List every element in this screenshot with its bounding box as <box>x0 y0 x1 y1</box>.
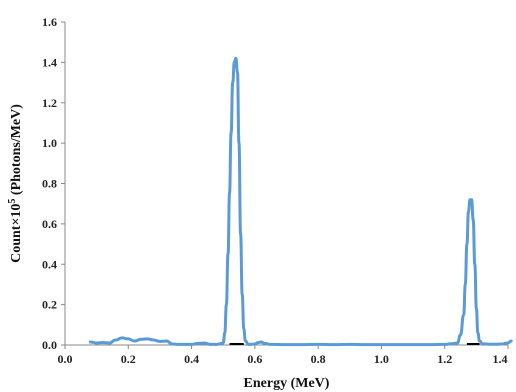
y-axis-title-main: Count×10 <box>9 204 24 263</box>
x-tick-label: 0.6 <box>247 352 262 366</box>
x-tick-label: 1.0 <box>374 352 389 366</box>
x-tick-label: 1.2 <box>437 352 452 366</box>
series-line <box>88 56 513 347</box>
y-axis-title: Count×105 (Photons/MeV) <box>7 104 24 263</box>
x-tick-label: 0.0 <box>58 352 73 366</box>
y-axis-ticks: 0.0 0.2 0.4 0.6 0.8 1.0 1.2 1.4 1.6 <box>42 15 65 352</box>
y-tick-label: 0.4 <box>42 257 57 271</box>
x-tick-label: 0.2 <box>121 352 136 366</box>
x-axis-ticks: 0.0 0.2 0.4 0.6 0.8 1.0 1.2 1.4 <box>58 345 509 366</box>
x-tick-label: 0.4 <box>184 352 199 366</box>
y-tick-label: 1.4 <box>42 55 57 69</box>
y-tick-label: 1.6 <box>42 15 57 29</box>
x-tick-label: 1.4 <box>493 352 508 366</box>
x-tick-label: 0.8 <box>311 352 326 366</box>
y-axis-title-unit: (Photons/MeV) <box>9 104 24 199</box>
y-tick-label: 0.0 <box>42 338 57 352</box>
x-axis-title: Energy (MeV) <box>244 376 330 391</box>
y-tick-label: 1.2 <box>42 96 57 110</box>
y-tick-label: 0.6 <box>42 217 57 231</box>
y-tick-label: 1.0 <box>42 136 57 150</box>
y-tick-label: 0.2 <box>42 298 57 312</box>
y-axis-title-sup: 5 <box>7 199 18 204</box>
y-tick-label: 0.8 <box>42 177 57 191</box>
